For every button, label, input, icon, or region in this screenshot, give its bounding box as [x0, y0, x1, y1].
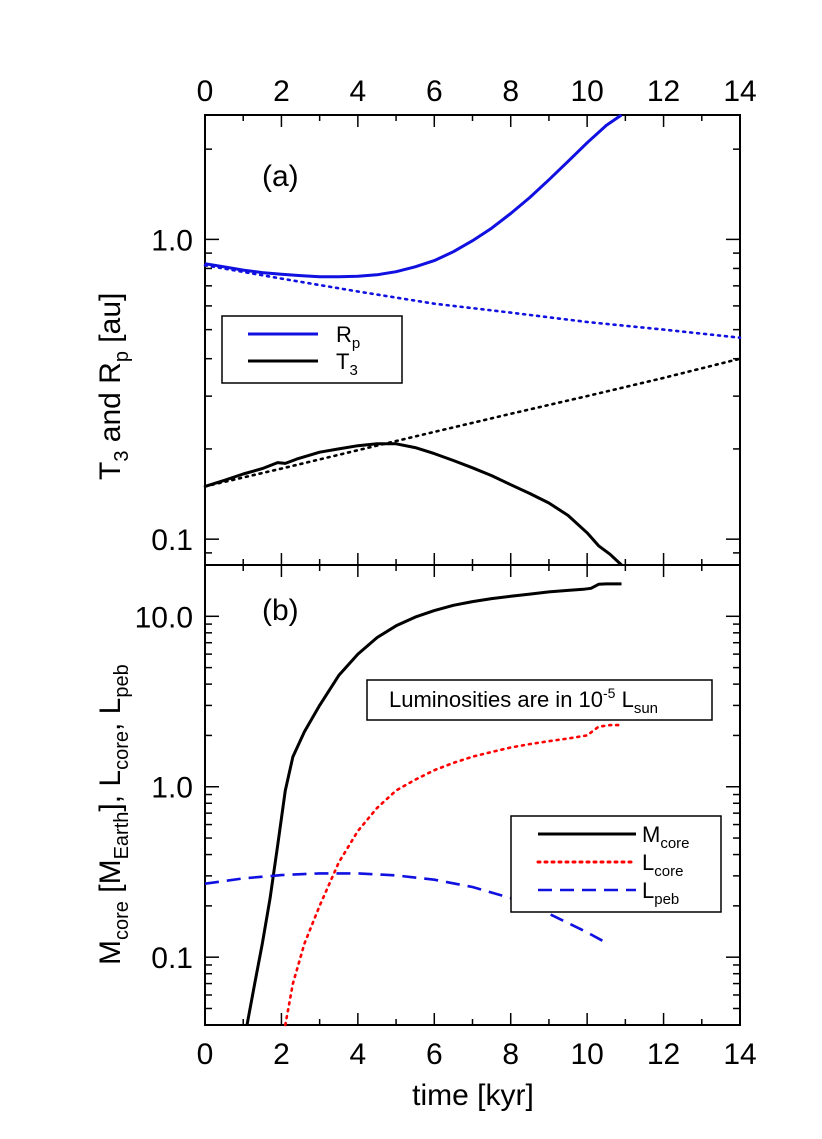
x-tick-label: 10 [570, 75, 603, 108]
panel-a-ticks [205, 115, 740, 565]
x-tick-label: 14 [723, 1038, 756, 1071]
x-tick-label: 10 [570, 1038, 603, 1071]
luminosity-note: Luminosities are in 10-5 Lsun [366, 679, 713, 721]
legend-label-mcore: Mcore [642, 822, 690, 852]
panel-a: 0 2 4 6 8 10 12 14 0.1 1.0 (a) Rp T3 T3 and Rp [… [94, 75, 757, 567]
x-tick-label: 14 [723, 75, 756, 108]
x-tick-label: 8 [502, 75, 519, 108]
y-tick-label: 1.0 [151, 772, 193, 805]
x-tick-label: 12 [647, 75, 680, 108]
panel-b-legend: Mcore Lcore Lpeb [510, 815, 722, 913]
legend-label-lpeb: Lpeb [642, 878, 679, 908]
panel-b-legend-box [510, 815, 722, 913]
series-line-rp [204, 113, 623, 279]
panel-b: 0 2 4 6 8 10 12 14 0.1 1.0 10.0 (b) Luminosities … [94, 564, 757, 1112]
panel-a-legend-box [221, 315, 403, 384]
x-tick-label: 6 [426, 1038, 443, 1071]
panel-a-x-tick-labels: 0 2 4 6 8 10 12 14 [197, 75, 757, 108]
y-tick-label: 0.1 [151, 942, 193, 975]
legend-label-rp: Rp [336, 322, 360, 352]
x-tick-label: 4 [350, 1038, 367, 1071]
luminosity-note-box [366, 679, 713, 721]
panel-a-label: (a) [262, 160, 299, 193]
panel-b-series [204, 582, 623, 1027]
x-tick-label: 8 [502, 1038, 519, 1071]
y-tick-label: 10.0 [135, 601, 193, 634]
series-line-t3-ref [203, 357, 742, 488]
legend-label-t3: T3 [336, 349, 358, 379]
legend-label-lcore: Lcore [642, 850, 683, 880]
panel-b-ticks [205, 565, 740, 1025]
series-line-lcore [283, 723, 623, 1027]
x-tick-label: 2 [273, 1038, 290, 1071]
luminosity-note-text: Luminosities are in 10-5 Lsun [389, 685, 658, 717]
y-tick-label: 1.0 [151, 224, 193, 257]
panel-b-y-axis-title: Mcore [MEarth], Lcore, Lpeb [94, 664, 133, 965]
x-tick-label: 0 [197, 75, 214, 108]
series-line-mcore [245, 582, 622, 1026]
x-axis-title: time [kyr] [412, 1079, 534, 1112]
x-tick-label: 2 [273, 75, 290, 108]
series-line-rp-ref [203, 263, 742, 340]
panel-b-y-tick-labels: 0.1 1.0 10.0 [135, 601, 193, 975]
y-tick-label: 0.1 [151, 524, 193, 557]
x-tick-label: 12 [647, 1038, 680, 1071]
panel-b-label: (b) [262, 594, 299, 627]
series-line-lpeb [204, 872, 604, 942]
x-tick-label: 0 [197, 1038, 214, 1071]
panel-a-series [203, 113, 742, 567]
x-tick-label: 4 [350, 75, 367, 108]
panel-b-x-tick-labels: 0 2 4 6 8 10 12 14 [197, 1038, 757, 1071]
panel-a-legend: Rp T3 [221, 315, 403, 384]
panel-a-y-tick-labels: 0.1 1.0 [151, 224, 193, 557]
x-tick-label: 6 [426, 75, 443, 108]
panel-a-y-axis-title: T3 and Rp [au] [94, 293, 133, 480]
series-line-t3 [204, 442, 623, 567]
